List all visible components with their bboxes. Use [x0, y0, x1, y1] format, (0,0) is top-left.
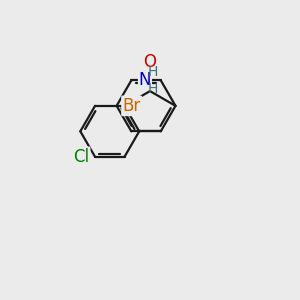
Text: Cl: Cl — [73, 148, 89, 166]
Text: N: N — [139, 71, 151, 89]
Text: H: H — [148, 82, 158, 96]
Text: Br: Br — [122, 97, 141, 115]
Text: H: H — [148, 65, 158, 79]
Text: O: O — [143, 53, 157, 71]
